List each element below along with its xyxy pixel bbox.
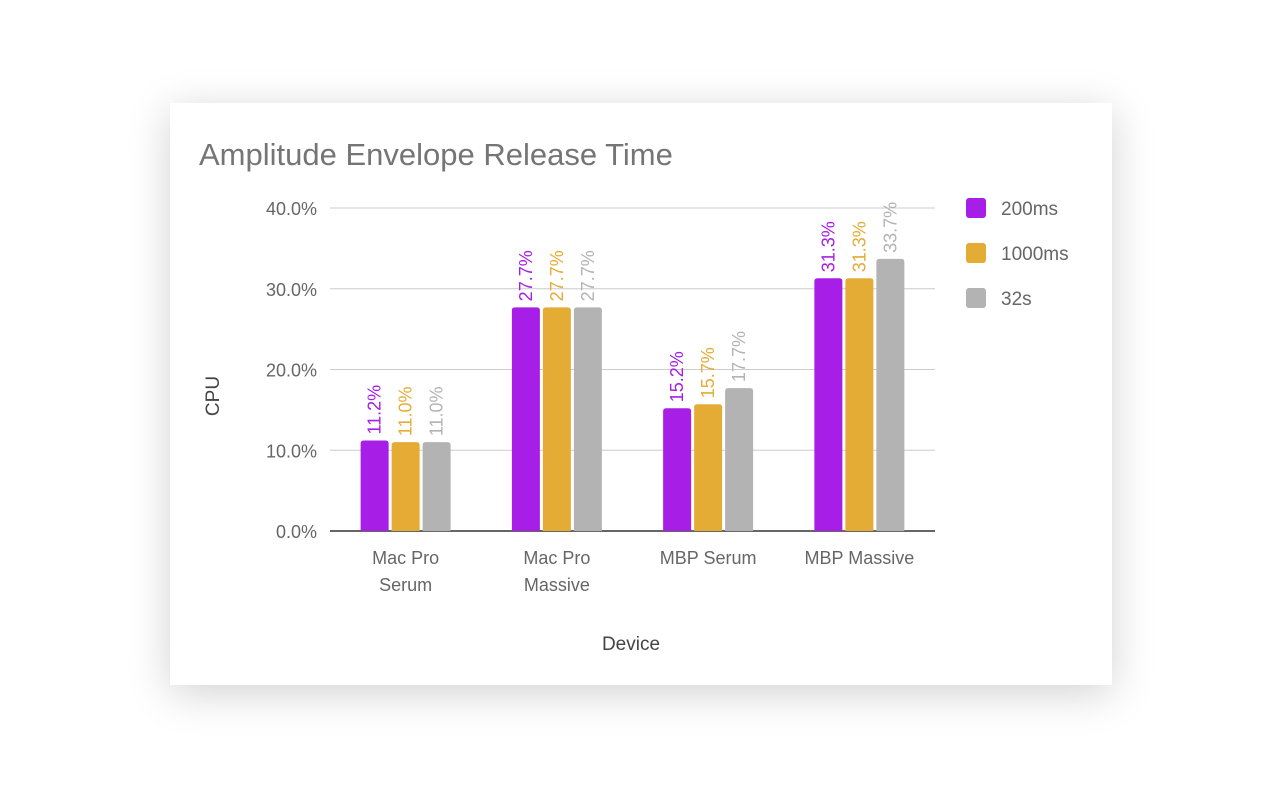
bar-chart: Amplitude Envelope Release Time 0.0% 10.0…: [199, 137, 1069, 655]
x-tick-label: Mac Pro: [372, 548, 439, 568]
data-label: 15.7%: [698, 347, 718, 398]
bar-32s[interactable]: [422, 442, 451, 531]
data-label: 33.7%: [880, 202, 900, 253]
data-label: 27.7%: [578, 250, 598, 301]
data-label: 15.2%: [667, 351, 687, 402]
data-label: 17.7%: [729, 331, 749, 382]
y-tick-label: 20.0%: [266, 361, 317, 381]
bar-200ms[interactable]: [360, 440, 389, 531]
y-tick-label: 10.0%: [266, 441, 317, 461]
bar-32s[interactable]: [725, 388, 754, 531]
legend-label: 1000ms: [1001, 244, 1069, 265]
legend-label: 32s: [1001, 289, 1032, 310]
x-tick-label: Mac Pro: [523, 548, 590, 568]
data-label: 27.7%: [547, 250, 567, 301]
bar-32s[interactable]: [573, 307, 602, 531]
bar-1000ms[interactable]: [694, 404, 723, 531]
y-axis-label: CPU: [203, 376, 224, 416]
data-label: 11.0%: [396, 386, 416, 436]
legend-swatch: [966, 198, 986, 218]
chart-card: Amplitude Envelope Release Time 0.0% 10.0…: [170, 103, 1112, 685]
y-tick-label: 40.0%: [266, 199, 317, 219]
x-tick-label: Massive: [524, 575, 590, 595]
bar-32s[interactable]: [876, 258, 905, 531]
bar-1000ms[interactable]: [391, 442, 420, 531]
legend-swatch: [966, 288, 986, 308]
y-tick-label: 0.0%: [276, 522, 317, 542]
bar-200ms[interactable]: [511, 307, 540, 531]
x-tick-label: Serum: [379, 575, 432, 595]
bar-1000ms[interactable]: [845, 278, 874, 531]
data-label: 31.3%: [818, 221, 838, 272]
legend-label: 200ms: [1001, 199, 1058, 220]
x-tick-label: MBP Serum: [660, 548, 757, 568]
data-label: 31.3%: [849, 221, 869, 272]
y-tick-label: 30.0%: [266, 280, 317, 300]
legend-swatch: [966, 243, 986, 263]
bar-200ms[interactable]: [663, 408, 692, 531]
legend-item-1000ms[interactable]: 1000ms: [966, 243, 1069, 265]
data-label: 11.0%: [427, 386, 447, 436]
legend-item-32s[interactable]: 32s: [966, 288, 1032, 310]
bar-200ms[interactable]: [814, 278, 843, 531]
legend-item-200ms[interactable]: 200ms: [966, 198, 1058, 220]
data-label: 27.7%: [516, 250, 536, 301]
data-label: 11.2%: [365, 385, 385, 435]
x-tick-label: MBP Massive: [805, 548, 915, 568]
bar-1000ms[interactable]: [542, 307, 571, 531]
x-axis-label: Device: [602, 634, 660, 655]
chart-title: Amplitude Envelope Release Time: [199, 137, 673, 172]
